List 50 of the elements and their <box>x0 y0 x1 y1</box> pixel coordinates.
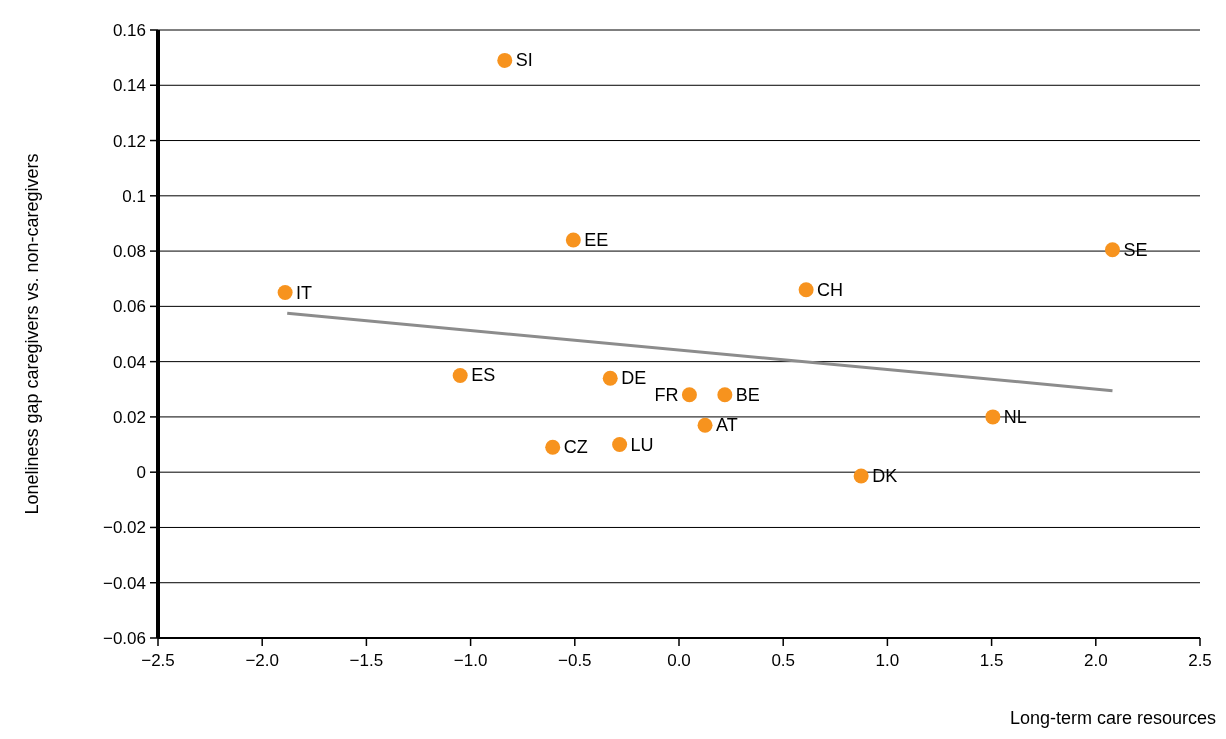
x-tick-label: 0.5 <box>771 651 796 670</box>
y-tick-label: −0.04 <box>102 573 146 593</box>
x-tick-label: 2.0 <box>1083 651 1108 670</box>
x-tick-label: 2.5 <box>1188 651 1212 670</box>
y-tick-label: 0.04 <box>112 352 146 372</box>
x-tick-label: −1.0 <box>453 651 488 670</box>
point <box>985 409 1001 425</box>
annotation: DE <box>621 368 647 389</box>
x-tick-label: 1.5 <box>979 651 1004 670</box>
point <box>545 439 561 455</box>
point <box>798 282 814 298</box>
x-tick-label: −2.0 <box>245 651 279 670</box>
point <box>1104 242 1120 258</box>
x-axis-title: Long-term care resources <box>1009 708 1216 728</box>
annotation: CZ <box>563 437 588 458</box>
x-tick-label: −1.5 <box>349 651 384 670</box>
y-tick-label: −0.02 <box>102 518 146 538</box>
x-tick-label: −0.5 <box>558 651 592 670</box>
y-tick-label: 0.06 <box>112 297 146 317</box>
annotation: IT <box>296 282 313 303</box>
y-axis-title: Loneliness gap caregivers vs. non-caregivers <box>22 153 42 515</box>
y-tick-label: 0.14 <box>112 76 146 96</box>
annotation: CH <box>817 279 844 300</box>
point <box>497 52 513 68</box>
x-tick-label: 1.0 <box>875 651 900 670</box>
point <box>452 367 468 383</box>
y-tick-label: 0.1 <box>122 186 146 206</box>
annotation: AT <box>716 415 738 436</box>
y-tick-label: −0.06 <box>102 629 146 648</box>
annotation: EE <box>584 230 609 251</box>
point <box>602 370 618 386</box>
annotation: BE <box>735 384 760 405</box>
point <box>681 387 697 403</box>
annotation: FR <box>654 384 679 405</box>
y-tick-label: 0 <box>136 463 146 483</box>
y-tick-label: 0.08 <box>112 242 146 262</box>
annotation: SI <box>515 50 533 71</box>
y-tick-label: 0.16 <box>112 21 146 40</box>
annotation: ES <box>471 365 496 386</box>
point <box>697 417 713 433</box>
y-tick-label: 0.02 <box>112 407 146 427</box>
point <box>277 285 293 301</box>
annotation: LU <box>630 434 654 455</box>
y-tick-label: 0.12 <box>112 131 146 151</box>
point <box>853 468 869 484</box>
x-tick-label: −2.5 <box>141 651 175 670</box>
point <box>717 387 733 403</box>
point <box>612 437 628 453</box>
x-tick-label: 0.0 <box>667 651 691 670</box>
point <box>565 232 581 248</box>
